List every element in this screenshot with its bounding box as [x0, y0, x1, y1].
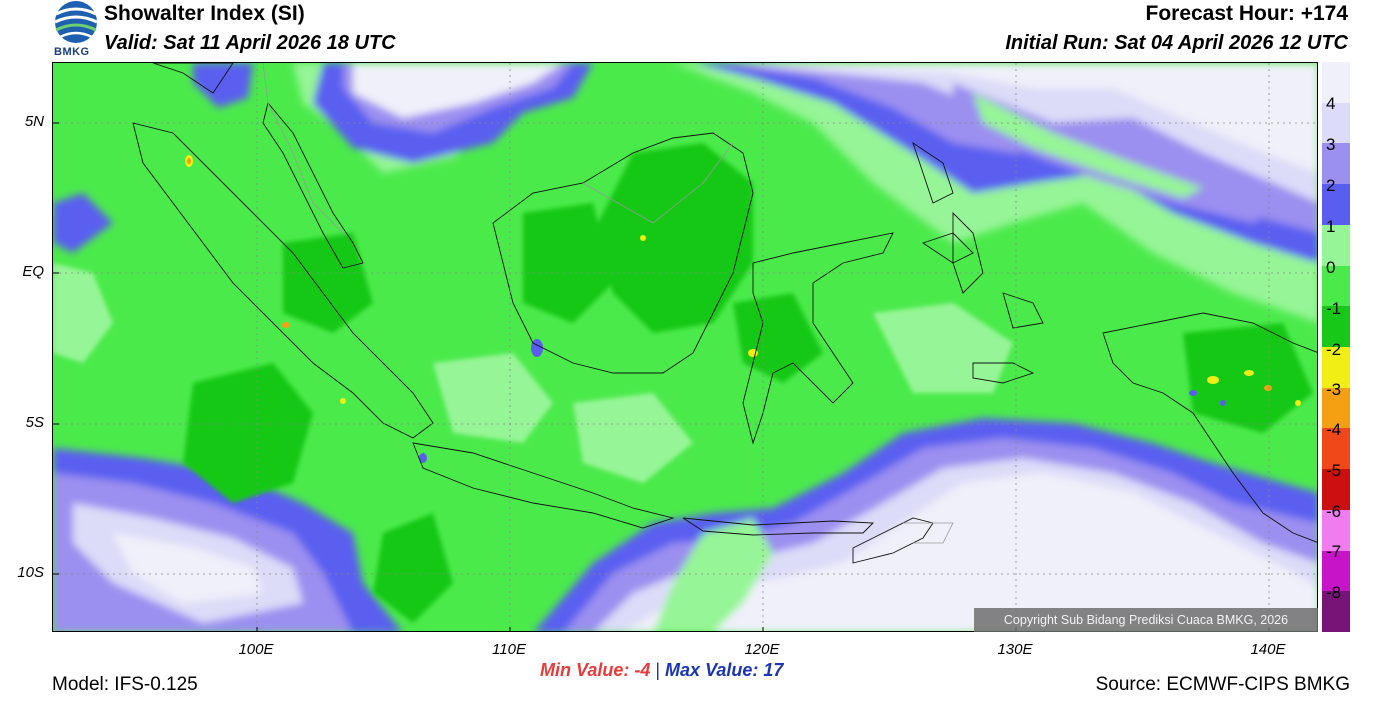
source-label: Source: ECMWF-CIPS BMKG [1095, 674, 1350, 695]
legend-label: -4 [1326, 420, 1342, 439]
legend-swatch [1322, 469, 1350, 511]
copyright-notice: Copyright Sub Bidang Prediksi Cuaca BMKG… [974, 608, 1318, 632]
legend-label: -7 [1326, 542, 1342, 561]
logo-text: BMKG [54, 46, 90, 58]
x-tick-110e: 110E [492, 641, 526, 658]
legend-colorbar [1322, 62, 1350, 633]
x-tick-140e: 140E [1250, 641, 1286, 658]
forecast-hour: Forecast Hour: +174 [1145, 2, 1349, 25]
y-tick-10s: 10S [17, 564, 44, 581]
legend-swatch [1322, 143, 1350, 185]
legend-swatch [1322, 306, 1350, 348]
legend-label: 1 [1326, 217, 1336, 236]
legend-label: -2 [1326, 340, 1342, 359]
initial-run: Initial Run: Sat 04 April 2026 12 UTC [1005, 32, 1348, 54]
valid-time: Valid: Sat 11 April 2026 18 UTC [104, 32, 396, 54]
bmkg-logo: BMKG [52, 0, 100, 60]
model-label: Model: IFS-0.125 [52, 674, 198, 695]
legend-swatch [1322, 224, 1350, 266]
legend-label: -6 [1326, 502, 1342, 521]
boundaries [262, 63, 954, 544]
x-tick-100e: 100E [238, 641, 274, 658]
showalter-index-field [53, 63, 1317, 631]
legend-swatch [1322, 550, 1350, 592]
legend-swatch [1322, 184, 1350, 226]
field-stable-regions [53, 63, 1317, 631]
x-tick-120e: 120E [744, 641, 780, 658]
legend-swatch [1322, 347, 1350, 388]
legend-swatch [1322, 509, 1350, 551]
field-instability-spots [185, 155, 1301, 463]
legend-label: 0 [1326, 258, 1336, 277]
bmkg-emblem-icon [54, 1, 98, 43]
coastlines [132, 63, 1317, 564]
y-tick-5n: 5N [24, 113, 44, 130]
legend-label: -5 [1326, 461, 1342, 480]
min-max-values: Min Value: -4 | Max Value: 17 [540, 660, 900, 681]
graticule [53, 63, 1317, 631]
y-tick-eq: EQ [22, 263, 44, 280]
legend-swatch [1322, 591, 1350, 633]
legend-label: 3 [1326, 135, 1336, 154]
map-panel [52, 62, 1318, 632]
legend-swatch [1322, 102, 1350, 144]
x-tick-130e: 130E [997, 641, 1033, 658]
legend-swatch [1322, 62, 1350, 103]
min-max-separator: | [655, 660, 661, 680]
legend-swatch [1322, 428, 1350, 470]
legend-label: 2 [1326, 176, 1336, 195]
y-tick-5s: 5S [25, 414, 44, 431]
field-unstable-regions [53, 143, 1313, 623]
chart-title: Showalter Index (SI) [104, 2, 305, 25]
legend-label: 4 [1326, 94, 1336, 113]
legend-label: -3 [1326, 380, 1342, 399]
legend-label: -8 [1326, 583, 1342, 602]
legend-label: -1 [1326, 299, 1342, 318]
max-value: Max Value: 17 [665, 660, 784, 680]
legend-swatch [1322, 265, 1350, 307]
min-value: Min Value: -4 [540, 660, 651, 680]
legend-swatch [1322, 387, 1350, 429]
